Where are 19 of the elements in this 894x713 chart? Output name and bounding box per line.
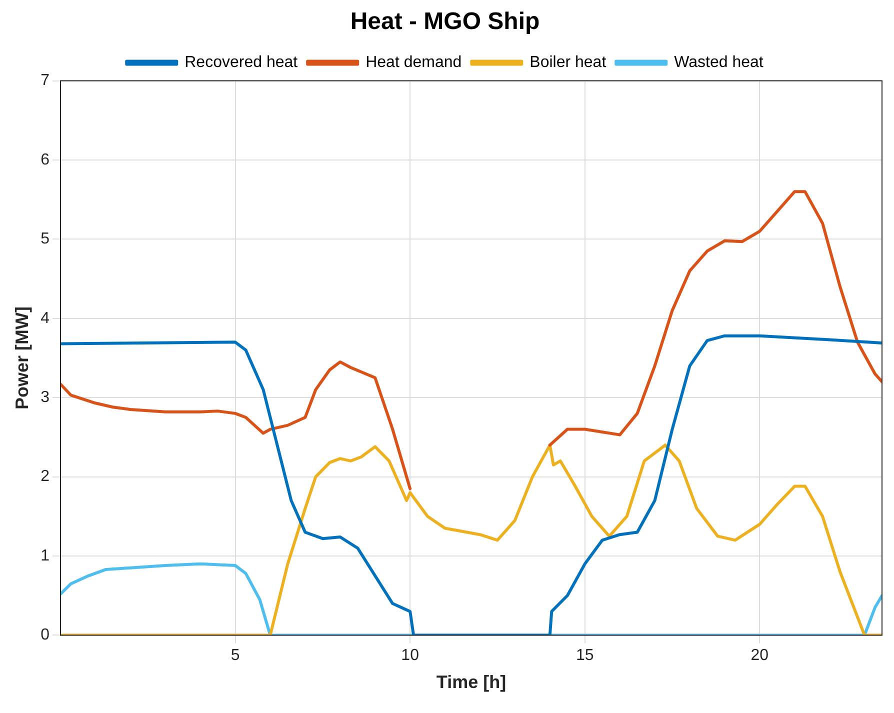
y-tick-label: 3 <box>40 389 50 406</box>
y-tick-label: 1 <box>40 547 50 564</box>
y-tick-label: 4 <box>40 310 50 327</box>
x-tick-label: 20 <box>750 647 769 664</box>
legend-label: Recovered heat <box>184 54 298 72</box>
chart-title: Heat - MGO Ship <box>350 8 540 36</box>
x-tick-label: 10 <box>401 647 420 664</box>
y-tick-label: 2 <box>40 468 50 486</box>
x-tick-label: 5 <box>230 647 240 664</box>
legend-label: Heat demand <box>366 54 462 72</box>
y-axis-title: Power [MW] <box>12 306 32 410</box>
y-tick-label: 5 <box>40 230 50 248</box>
legend-label: Boiler heat <box>530 54 607 72</box>
y-tick-label: 7 <box>40 72 50 90</box>
y-tick-label: 6 <box>40 151 50 168</box>
legend-label: Wasted heat <box>674 54 764 72</box>
x-axis-title: Time [h] <box>436 672 506 692</box>
y-tick-label: 0 <box>40 626 50 644</box>
x-tick-label: 15 <box>576 647 594 664</box>
